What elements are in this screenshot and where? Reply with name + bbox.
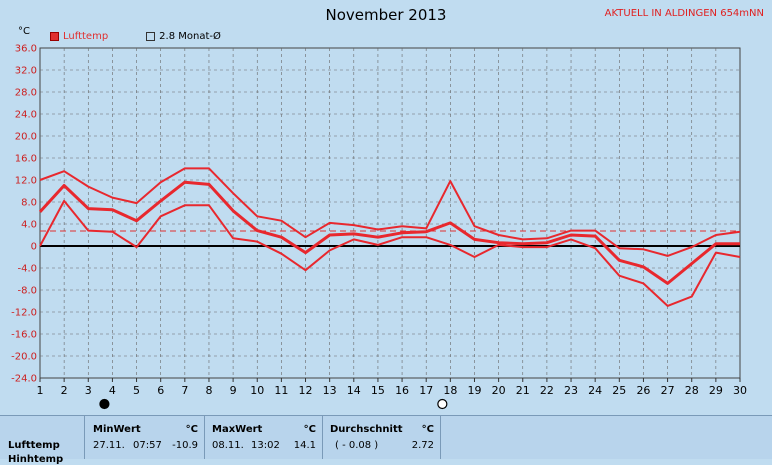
min-header: MinWert bbox=[93, 424, 141, 435]
chart-title: November 2013 bbox=[325, 6, 447, 24]
y-tick-label: 32.0 bbox=[15, 66, 37, 77]
stats-row-label: Lufttemp bbox=[8, 440, 60, 451]
new-moon-icon bbox=[99, 398, 110, 410]
max-value: 14.1 bbox=[293, 440, 316, 451]
y-tick-label: 8.0 bbox=[21, 198, 37, 209]
x-tick-label: 22 bbox=[540, 384, 554, 397]
legend-swatch-monthly-avg bbox=[146, 32, 156, 41]
legend-label-monthly-avg: 2.8 Monat-Ø bbox=[159, 31, 221, 42]
x-tick-label: 1 bbox=[37, 384, 44, 397]
x-tick-label: 5 bbox=[133, 384, 140, 397]
min-unit: °C bbox=[185, 424, 198, 435]
y-tick-label: -20.0 bbox=[11, 352, 37, 363]
legend-swatch-lufttemp bbox=[50, 32, 59, 41]
avg-header: Durchschnitt bbox=[330, 424, 403, 435]
stats-max-cell: MaxWert °C 08.11. 13:02 14.1 bbox=[205, 416, 323, 459]
legend: Lufttemp 2.8 Monat-Ø bbox=[50, 31, 221, 42]
x-tick-label: 27 bbox=[661, 384, 675, 397]
stats-min-cell: MinWert °C 27.11. 07:57 -10.9 bbox=[85, 416, 205, 459]
y-tick-label: 36.0 bbox=[15, 44, 37, 55]
x-tick-label: 26 bbox=[636, 384, 650, 397]
avg-unit: °C bbox=[421, 424, 434, 435]
y-tick-label: -16.0 bbox=[11, 330, 37, 341]
plot-area bbox=[39, 47, 741, 379]
stats-row-label-2: Hinhtemp bbox=[8, 454, 64, 465]
temperature-chart: 36.0 32.0 28.0 24.0 20.0 16.0 12.0 8.0 4.0 0 -4.0 -… bbox=[11, 44, 747, 410]
y-tick-label: -4.0 bbox=[17, 264, 37, 275]
y-tick-label: -12.0 bbox=[11, 308, 37, 319]
x-tick-label: 6 bbox=[157, 384, 164, 397]
x-tick-label: 19 bbox=[467, 384, 481, 397]
x-tick-label: 15 bbox=[371, 384, 385, 397]
x-tick-label: 20 bbox=[492, 384, 506, 397]
x-tick-label: 17 bbox=[419, 384, 433, 397]
x-tick-label: 13 bbox=[323, 384, 337, 397]
stats-panel: Lufttemp Hinhtemp MinWert °C 27.11. 07:5… bbox=[0, 415, 772, 465]
x-tick-label: 30 bbox=[733, 384, 747, 397]
x-tick-label: 11 bbox=[274, 384, 288, 397]
y-tick-label: 24.0 bbox=[15, 110, 37, 121]
legend-item-monthly-avg[interactable]: 2.8 Monat-Ø bbox=[146, 31, 221, 42]
legend-item-lufttemp[interactable]: Lufttemp bbox=[50, 31, 108, 42]
max-unit: °C bbox=[303, 424, 316, 435]
x-tick-label: 18 bbox=[443, 384, 457, 397]
x-tick-label: 29 bbox=[709, 384, 723, 397]
y-tick-label: 0 bbox=[31, 242, 37, 253]
avg-extra: ( - 0.08 ) bbox=[335, 440, 379, 451]
x-tick-label: 28 bbox=[685, 384, 699, 397]
y-tick-label: 16.0 bbox=[15, 154, 37, 165]
x-tick-label: 3 bbox=[85, 384, 92, 397]
x-tick-label: 2 bbox=[61, 384, 68, 397]
stats-label-cell: Lufttemp Hinhtemp bbox=[0, 416, 85, 465]
x-tick-label: 16 bbox=[395, 384, 409, 397]
x-tick-label: 7 bbox=[181, 384, 188, 397]
x-tick-label: 12 bbox=[299, 384, 313, 397]
x-tick-label: 25 bbox=[612, 384, 626, 397]
max-date: 08.11. bbox=[212, 440, 244, 451]
series-line-max bbox=[39, 167, 741, 257]
station-label: AKTUELL IN ALDINGEN 654mNN bbox=[604, 8, 764, 19]
y-axis-unit: °C bbox=[18, 26, 30, 37]
y-tick-label: -8.0 bbox=[17, 286, 37, 297]
x-tick-label: 14 bbox=[347, 384, 361, 397]
y-tick-label: 12.0 bbox=[15, 176, 37, 187]
series-line-min bbox=[39, 199, 741, 307]
x-tick-label: 23 bbox=[564, 384, 578, 397]
y-tick-label: 28.0 bbox=[15, 88, 37, 99]
y-tick-label: 4.0 bbox=[21, 220, 37, 231]
full-moon-icon bbox=[437, 398, 448, 410]
x-tick-label: 10 bbox=[250, 384, 264, 397]
x-tick-label: 8 bbox=[205, 384, 212, 397]
stats-avg-cell: Durchschnitt °C ( - 0.08 ) 2.72 bbox=[323, 416, 441, 459]
x-tick-label: 9 bbox=[230, 384, 237, 397]
x-tick-label: 4 bbox=[109, 384, 116, 397]
x-tick-label: 24 bbox=[588, 384, 602, 397]
y-tick-label: 20.0 bbox=[15, 132, 37, 143]
y-tick-label: -24.0 bbox=[11, 374, 37, 385]
min-date: 27.11. bbox=[93, 440, 125, 451]
x-tick-label: 21 bbox=[516, 384, 530, 397]
max-time: 13:02 bbox=[251, 440, 280, 451]
max-header: MaxWert bbox=[212, 424, 263, 435]
series-line-mean bbox=[38, 180, 740, 285]
avg-value: 2.72 bbox=[411, 440, 434, 451]
legend-label-lufttemp: Lufttemp bbox=[63, 31, 109, 42]
min-time: 07:57 bbox=[133, 440, 162, 451]
min-value: -10.9 bbox=[172, 440, 198, 451]
